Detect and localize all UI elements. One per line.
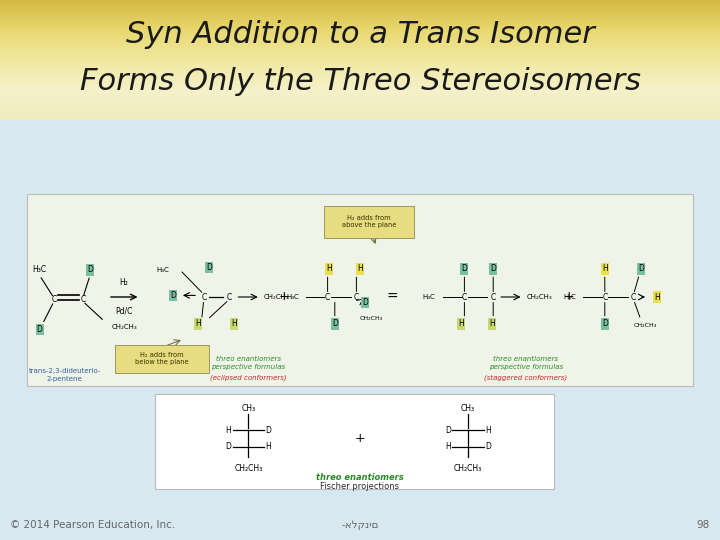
Text: C: C [226,293,232,301]
Text: +: + [279,291,289,303]
Text: D: D [37,325,42,334]
Text: C: C [602,293,608,301]
Text: CH₂CH₃: CH₂CH₃ [634,322,657,328]
Text: H₃C: H₃C [423,294,436,300]
Text: D: D [266,426,271,435]
Text: D: D [332,320,338,328]
Text: D: D [445,426,451,435]
FancyBboxPatch shape [324,206,414,238]
Text: © 2014 Pearson Education, Inc.: © 2014 Pearson Education, Inc. [10,520,176,530]
Text: CH₂CH₃: CH₂CH₃ [359,316,382,321]
Text: D: D [362,298,368,307]
Text: (staggered conformers): (staggered conformers) [484,374,567,381]
FancyBboxPatch shape [155,394,554,489]
Text: +: + [355,432,365,445]
Text: Forms Only the Threo Stereoisomers: Forms Only the Threo Stereoisomers [79,67,641,96]
Text: H: H [485,426,491,435]
Text: C: C [462,293,467,301]
Text: D: D [602,320,608,328]
Text: H: H [654,293,660,301]
Text: threo enantiomers: threo enantiomers [316,472,404,482]
FancyBboxPatch shape [27,194,693,386]
Text: -אלקנים: -אלקנים [341,520,379,530]
Text: H₃C: H₃C [32,266,47,274]
Text: CH₂CH₃: CH₂CH₃ [234,464,263,472]
Text: CH₃: CH₃ [461,404,475,413]
Text: H: H [489,320,495,328]
Text: D: D [225,442,231,451]
Text: H₂ adds from
below the plane: H₂ adds from below the plane [135,352,189,365]
Text: Syn Addition to a Trans Isomer: Syn Addition to a Trans Isomer [125,19,595,49]
Text: H: H [602,265,608,273]
Text: threo enantiomers
perspective formulas: threo enantiomers perspective formulas [489,356,562,370]
Text: CH₂CH₃: CH₂CH₃ [526,294,552,300]
Text: C: C [354,293,359,301]
Text: C: C [201,293,207,301]
Text: Pd/C: Pd/C [115,307,132,316]
Text: H: H [195,320,201,328]
Text: C: C [490,293,496,301]
Text: H: H [357,265,363,273]
Text: +: + [564,291,574,303]
Text: =: = [387,290,398,304]
Text: trans-2,3-dideuterio-
2-pentene: trans-2,3-dideuterio- 2-pentene [29,368,101,382]
Text: D: D [462,265,467,273]
Text: H: H [326,265,332,273]
Text: C: C [631,293,636,301]
FancyBboxPatch shape [115,345,209,373]
Text: H₂: H₂ [120,278,128,287]
Text: H₃C: H₃C [156,267,169,273]
Text: C: C [51,295,57,304]
Text: CH₂CH₃: CH₂CH₃ [264,294,289,300]
Text: H: H [266,442,271,451]
Text: CH₃: CH₃ [241,404,256,413]
Text: 98: 98 [697,520,710,530]
Text: H: H [445,442,451,451]
Text: H₃C: H₃C [563,294,576,300]
Text: threo enantiomers
perspective formulas: threo enantiomers perspective formulas [212,356,285,370]
Text: D: D [485,442,491,451]
Text: C: C [80,295,86,304]
Text: C: C [325,293,330,301]
Text: D: D [490,265,496,273]
Text: D: D [638,265,644,273]
Text: D: D [206,263,212,272]
Text: D: D [87,266,93,274]
Text: H: H [225,426,231,435]
Text: Fischer projections: Fischer projections [320,482,400,491]
Text: (eclipsed conformers): (eclipsed conformers) [210,374,287,381]
Text: CH₂CH₃: CH₂CH₃ [454,464,482,472]
Text: D: D [170,291,176,300]
Text: H: H [458,320,464,328]
Text: H: H [231,320,237,328]
Text: H₂ adds from
above the plane: H₂ adds from above the plane [342,215,396,228]
Text: H₃C: H₃C [286,294,299,300]
Text: CH₂CH₃: CH₂CH₃ [112,323,138,330]
